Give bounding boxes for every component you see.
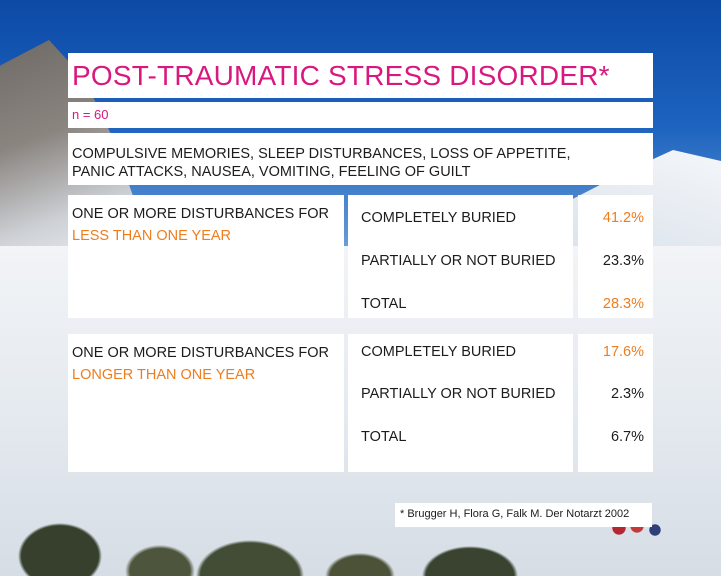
category-column-group-1: COMPLETELY BURIED PARTIALLY OR NOT BURIE… — [348, 195, 573, 318]
group-label-less-than-one-year: ONE OR MORE DISTURBANCES FOR LESS THAN O… — [68, 195, 344, 318]
category-column-group-2: COMPLETELY BURIED PARTIALLY OR NOT BURIE… — [348, 334, 573, 472]
category-completely-buried: COMPLETELY BURIED — [361, 344, 516, 360]
group-label-line-1: ONE OR MORE DISTURBANCES FOR — [72, 345, 329, 361]
category-total: TOTAL — [361, 429, 407, 445]
category-partially-or-not-buried: PARTIALLY OR NOT BURIED — [361, 253, 556, 269]
group-label-line-1: ONE OR MORE DISTURBANCES FOR — [72, 206, 329, 222]
group-label-line-2: LESS THAN ONE YEAR — [72, 228, 232, 244]
sample-size: n = 60 — [72, 107, 109, 122]
category-completely-buried: COMPLETELY BURIED — [361, 210, 516, 226]
footnote-panel: * Brugger H, Flora G, Falk M. Der Notarz… — [395, 503, 652, 527]
value-partially-or-not-buried: 23.3% — [602, 253, 644, 269]
value-completely-buried: 17.6% — [602, 344, 644, 360]
value-column-group-2: 17.6% 2.3% 6.7% — [578, 334, 653, 472]
value-total: 28.3% — [602, 296, 644, 312]
symptoms-panel: COMPULSIVE MEMORIES, SLEEP DISTURBANCES,… — [68, 133, 653, 185]
value-completely-buried: 41.2% — [602, 210, 644, 226]
category-total: TOTAL — [361, 296, 407, 312]
category-partially-or-not-buried: PARTIALLY OR NOT BURIED — [361, 386, 556, 402]
value-column-group-1: 41.2% 23.3% 28.3% — [578, 195, 653, 318]
value-total: 6.7% — [610, 429, 644, 445]
title-panel: POST-TRAUMATIC STRESS DISORDER* — [68, 53, 653, 98]
value-partially-or-not-buried: 2.3% — [610, 386, 644, 402]
group-label-longer-than-one-year: ONE OR MORE DISTURBANCES FOR LONGER THAN… — [68, 334, 344, 472]
page-title: POST-TRAUMATIC STRESS DISORDER* — [72, 60, 610, 91]
sample-size-panel: n = 60 — [68, 102, 653, 128]
footnote-citation: * Brugger H, Flora G, Falk M. Der Notarz… — [400, 508, 630, 520]
group-label-line-2: LONGER THAN ONE YEAR — [72, 367, 256, 383]
symptoms-line-2: PANIC ATTACKS, NAUSEA, VOMITING, FEELING… — [72, 164, 471, 180]
symptoms-line-1: COMPULSIVE MEMORIES, SLEEP DISTURBANCES,… — [72, 146, 571, 162]
